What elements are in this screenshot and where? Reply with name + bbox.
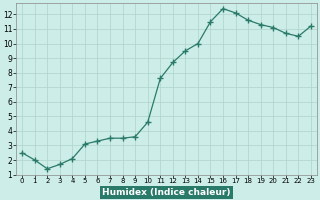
X-axis label: Humidex (Indice chaleur): Humidex (Indice chaleur) (102, 188, 231, 197)
